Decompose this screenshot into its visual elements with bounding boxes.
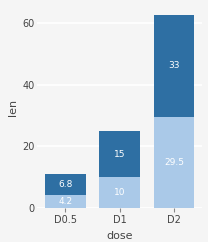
X-axis label: dose: dose	[106, 231, 133, 241]
Bar	[154, 117, 194, 208]
Text: 4.2: 4.2	[58, 197, 72, 206]
Text: 10: 10	[114, 188, 125, 197]
Bar	[45, 174, 86, 195]
Y-axis label: len: len	[8, 99, 18, 116]
Text: 29.5: 29.5	[164, 158, 184, 167]
Bar	[99, 177, 140, 208]
Text: 33: 33	[168, 61, 180, 70]
Text: 15: 15	[114, 150, 125, 159]
Text: 6.8: 6.8	[58, 180, 72, 189]
Bar	[154, 15, 194, 117]
Bar	[45, 195, 86, 208]
Bar	[99, 131, 140, 177]
